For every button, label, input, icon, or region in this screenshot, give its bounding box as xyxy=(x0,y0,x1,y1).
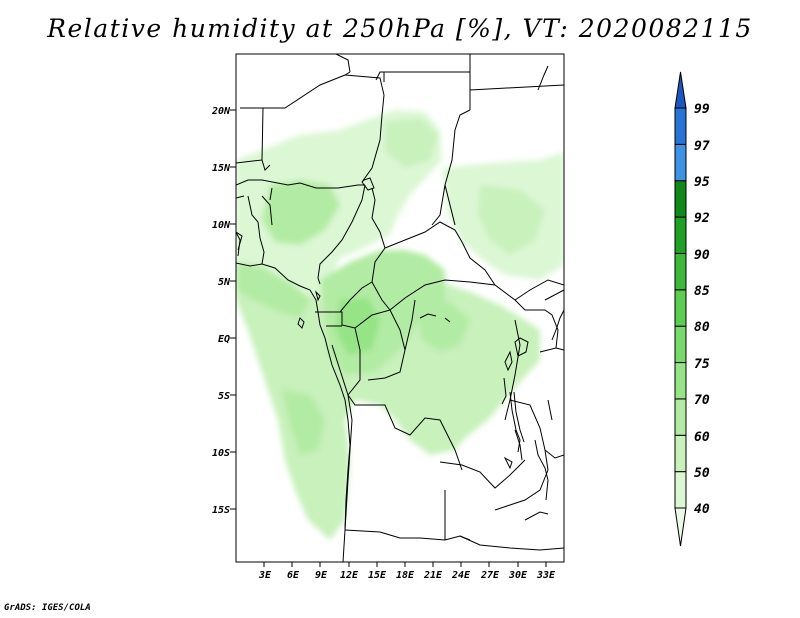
latitude-ticks xyxy=(230,109,236,510)
colorbar-segment xyxy=(674,398,687,436)
colorbar-segment xyxy=(674,289,687,327)
colorbar-segments xyxy=(674,107,687,509)
lat-label: 15S xyxy=(212,505,230,516)
colorbar-label: 95 xyxy=(694,175,710,190)
coastlines xyxy=(236,65,564,562)
lon-label: 9E xyxy=(315,570,328,581)
colorbar-segment xyxy=(674,216,687,254)
colorbar-bottom-triangle xyxy=(674,507,687,547)
latitude-labels: 20N 15N 10N 5N EQ 5S 10S 15S xyxy=(211,106,231,516)
humidity-field xyxy=(236,110,564,540)
map-title: Relative humidity at 250hPa [%], VT: 202… xyxy=(47,14,753,43)
colorbar-segment xyxy=(674,471,687,509)
colorbar-label: 70 xyxy=(694,393,710,408)
colorbar-label: 92 xyxy=(694,211,710,226)
lat-label: 20N xyxy=(211,106,231,117)
colorbar-label: 80 xyxy=(694,320,710,335)
colorbar-segment xyxy=(674,107,687,145)
colorbar-segment xyxy=(674,325,687,364)
colorbar-label: 50 xyxy=(694,466,710,481)
colorbar-segment xyxy=(674,180,687,218)
lon-label: 27E xyxy=(480,570,500,581)
lon-label: 6E xyxy=(287,570,300,581)
colorbar-label: 85 xyxy=(694,284,710,299)
longitude-labels: 3E 6E 9E 12E 15E 18E 21E 24E 27E 30E 33E xyxy=(258,570,556,581)
lat-label: 5S xyxy=(218,391,230,402)
country-boundaries xyxy=(236,54,564,551)
lat-label: 10N xyxy=(212,220,231,231)
colorbar-labels: 40 50 60 70 75 80 85 90 92 95 97 99 xyxy=(694,102,710,517)
map-frame xyxy=(235,53,565,563)
colorbar-segment xyxy=(674,434,687,473)
lon-label: 12E xyxy=(340,570,359,581)
colorbar-segment xyxy=(674,362,687,400)
lon-label: 30E xyxy=(508,570,528,581)
lat-label: 5N xyxy=(218,277,231,288)
colorbar-label: 99 xyxy=(694,102,710,117)
lat-label: 10S xyxy=(212,448,230,459)
colorbar-top-triangle xyxy=(674,71,687,109)
lon-label: 24E xyxy=(451,570,471,581)
lon-label: 33E xyxy=(536,570,556,581)
colorbar-segment xyxy=(674,143,687,182)
longitude-ticks xyxy=(263,562,547,567)
lat-label: EQ xyxy=(218,334,230,345)
colorbar-label: 97 xyxy=(694,139,710,154)
lon-label: 3E xyxy=(258,570,272,581)
colorbar-label: 40 xyxy=(694,502,710,517)
lon-label: 15E xyxy=(368,570,387,581)
colorbar-segment xyxy=(674,252,687,291)
colorbar-label: 60 xyxy=(694,430,710,445)
grads-credit: GrADS: IGES/COLA xyxy=(4,603,91,613)
lat-label: 15N xyxy=(212,163,231,174)
colorbar: 40 50 60 70 75 80 85 90 92 95 97 99 xyxy=(674,71,710,547)
lon-label: 21E xyxy=(423,570,443,581)
colorbar-label: 90 xyxy=(694,248,710,263)
colorbar-label: 75 xyxy=(694,357,710,372)
lon-label: 18E xyxy=(396,570,415,581)
